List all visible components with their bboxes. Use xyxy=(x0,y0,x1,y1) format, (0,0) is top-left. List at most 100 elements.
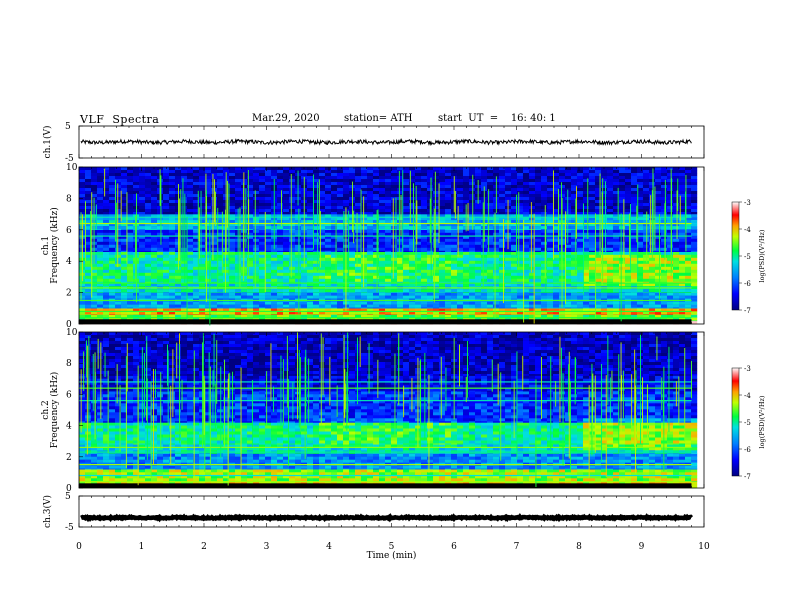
spectrogram-cell xyxy=(175,278,182,282)
spectrogram-cell xyxy=(451,272,458,276)
spectrogram-cell xyxy=(523,275,530,279)
spectrogram-cell xyxy=(163,250,170,252)
spectrogram-cell xyxy=(637,229,644,233)
spectrogram-cell xyxy=(613,278,620,282)
spectrogram-cell xyxy=(511,263,518,267)
spectrogram-cell xyxy=(679,173,686,177)
spectrogram-cell xyxy=(451,304,458,308)
spectrogram-cell xyxy=(601,263,608,267)
spectrogram-cell xyxy=(235,301,242,305)
spectrogram-cell xyxy=(457,167,464,171)
spectrogram-cell xyxy=(139,278,146,282)
spectrogram-cell xyxy=(223,292,230,293)
spectrogram-cell xyxy=(679,260,686,264)
spectrogram-cell xyxy=(595,317,602,321)
spectrogram-cell xyxy=(157,214,164,218)
spectrogram-cell xyxy=(643,238,650,242)
spectrogram-cell xyxy=(91,301,98,305)
spectrogram-cell xyxy=(511,266,518,270)
spectrogram-cell xyxy=(625,304,632,308)
spectrogram-cell xyxy=(481,176,488,180)
spectrogram-cell xyxy=(433,250,440,252)
spectrogram-cell xyxy=(145,307,152,309)
spectrogram-cell xyxy=(127,292,134,296)
spectrogram-cell xyxy=(655,275,662,279)
spectrogram-cell xyxy=(487,247,494,251)
spectrogram-cell xyxy=(253,167,260,171)
spectrogram-cell xyxy=(325,314,332,318)
spectrogram-cell xyxy=(553,214,560,218)
spectrogram-cell xyxy=(133,173,140,177)
spectrogram-cell xyxy=(121,235,128,239)
spectrogram-cell xyxy=(355,217,362,221)
spectrogram-cell xyxy=(679,229,686,230)
spectrogram-cell xyxy=(91,173,98,177)
spectrogram-cell xyxy=(163,167,170,171)
spectrogram-cell xyxy=(295,229,302,230)
spectrogram-cell xyxy=(463,292,470,296)
spectrogram-cell xyxy=(211,235,218,239)
spectrogram-cell xyxy=(547,223,554,227)
spectrogram-cell xyxy=(319,232,326,236)
spectrogram-cell xyxy=(529,251,536,255)
spectrogram-cell xyxy=(259,238,266,242)
spectrogram-cell xyxy=(367,289,374,293)
spectrogram-cell xyxy=(139,272,146,276)
spectrogram-cell xyxy=(283,251,290,255)
spectrogram-cell xyxy=(313,226,320,230)
spectrogram-cell xyxy=(619,229,626,230)
spectrogram-cell xyxy=(313,257,320,261)
spectrogram-cell xyxy=(307,278,314,282)
spectrogram-cell xyxy=(361,295,368,299)
spectrogram-cell xyxy=(403,244,410,248)
spectrogram-cell xyxy=(649,317,656,321)
spectrogram-cell xyxy=(601,214,608,218)
spectrogram-cell xyxy=(535,314,542,318)
spectrogram-cell xyxy=(229,254,236,258)
spectrogram-cell xyxy=(241,311,248,315)
spectrogram-cell xyxy=(193,247,200,251)
spectrogram-cell xyxy=(199,229,206,233)
spectrogram-cell xyxy=(493,275,500,279)
spectrogram-cell xyxy=(289,235,296,239)
spectrogram-cell xyxy=(685,292,692,296)
spectrogram-cell xyxy=(409,257,416,261)
spectrogram-cell xyxy=(277,257,284,261)
spectrogram-cell xyxy=(295,278,302,282)
spectrogram-cell xyxy=(547,278,554,282)
spectrogram-cell xyxy=(127,292,134,293)
spectrogram-cell xyxy=(307,229,314,233)
spectrogram-cell xyxy=(211,289,218,293)
spectrogram-cell xyxy=(589,257,596,261)
spectrogram-cell xyxy=(463,250,470,252)
spectrogram-cell xyxy=(145,301,152,305)
spectrogram-cell xyxy=(655,257,662,261)
spectrogram-cell xyxy=(181,176,188,180)
spectrogram-cell xyxy=(331,241,338,245)
spectrogram-cell xyxy=(331,307,338,309)
spectrogram-cell xyxy=(133,176,140,180)
spectrogram-cell xyxy=(355,301,362,305)
spectrogram-cell xyxy=(229,275,236,279)
spectrogram-cell xyxy=(547,173,554,177)
spectrogram-cell xyxy=(181,250,188,252)
spectrogram-cell xyxy=(685,173,692,177)
spectrogram-cell xyxy=(139,314,146,318)
spectrogram-cell xyxy=(529,308,536,312)
spectrogram-cell xyxy=(493,244,500,248)
spectrogram-cell xyxy=(229,278,236,282)
spectrogram-cell xyxy=(121,295,128,299)
spectrogram-cell xyxy=(595,314,602,318)
spectrogram-cell xyxy=(313,272,320,276)
spectrogram-cell xyxy=(643,292,650,293)
spectrogram-cell xyxy=(349,289,356,293)
spectrogram-cell xyxy=(679,317,686,321)
spectrogram-cell xyxy=(241,307,248,309)
spectrogram-cell xyxy=(613,317,620,321)
spectrogram-cell xyxy=(277,173,284,177)
spectrogram-cell xyxy=(307,275,314,279)
spectrogram-cell xyxy=(253,314,260,318)
spectrogram-cell xyxy=(517,289,524,293)
spectrogram-cell xyxy=(673,173,680,177)
spectrogram-cell xyxy=(661,257,668,261)
